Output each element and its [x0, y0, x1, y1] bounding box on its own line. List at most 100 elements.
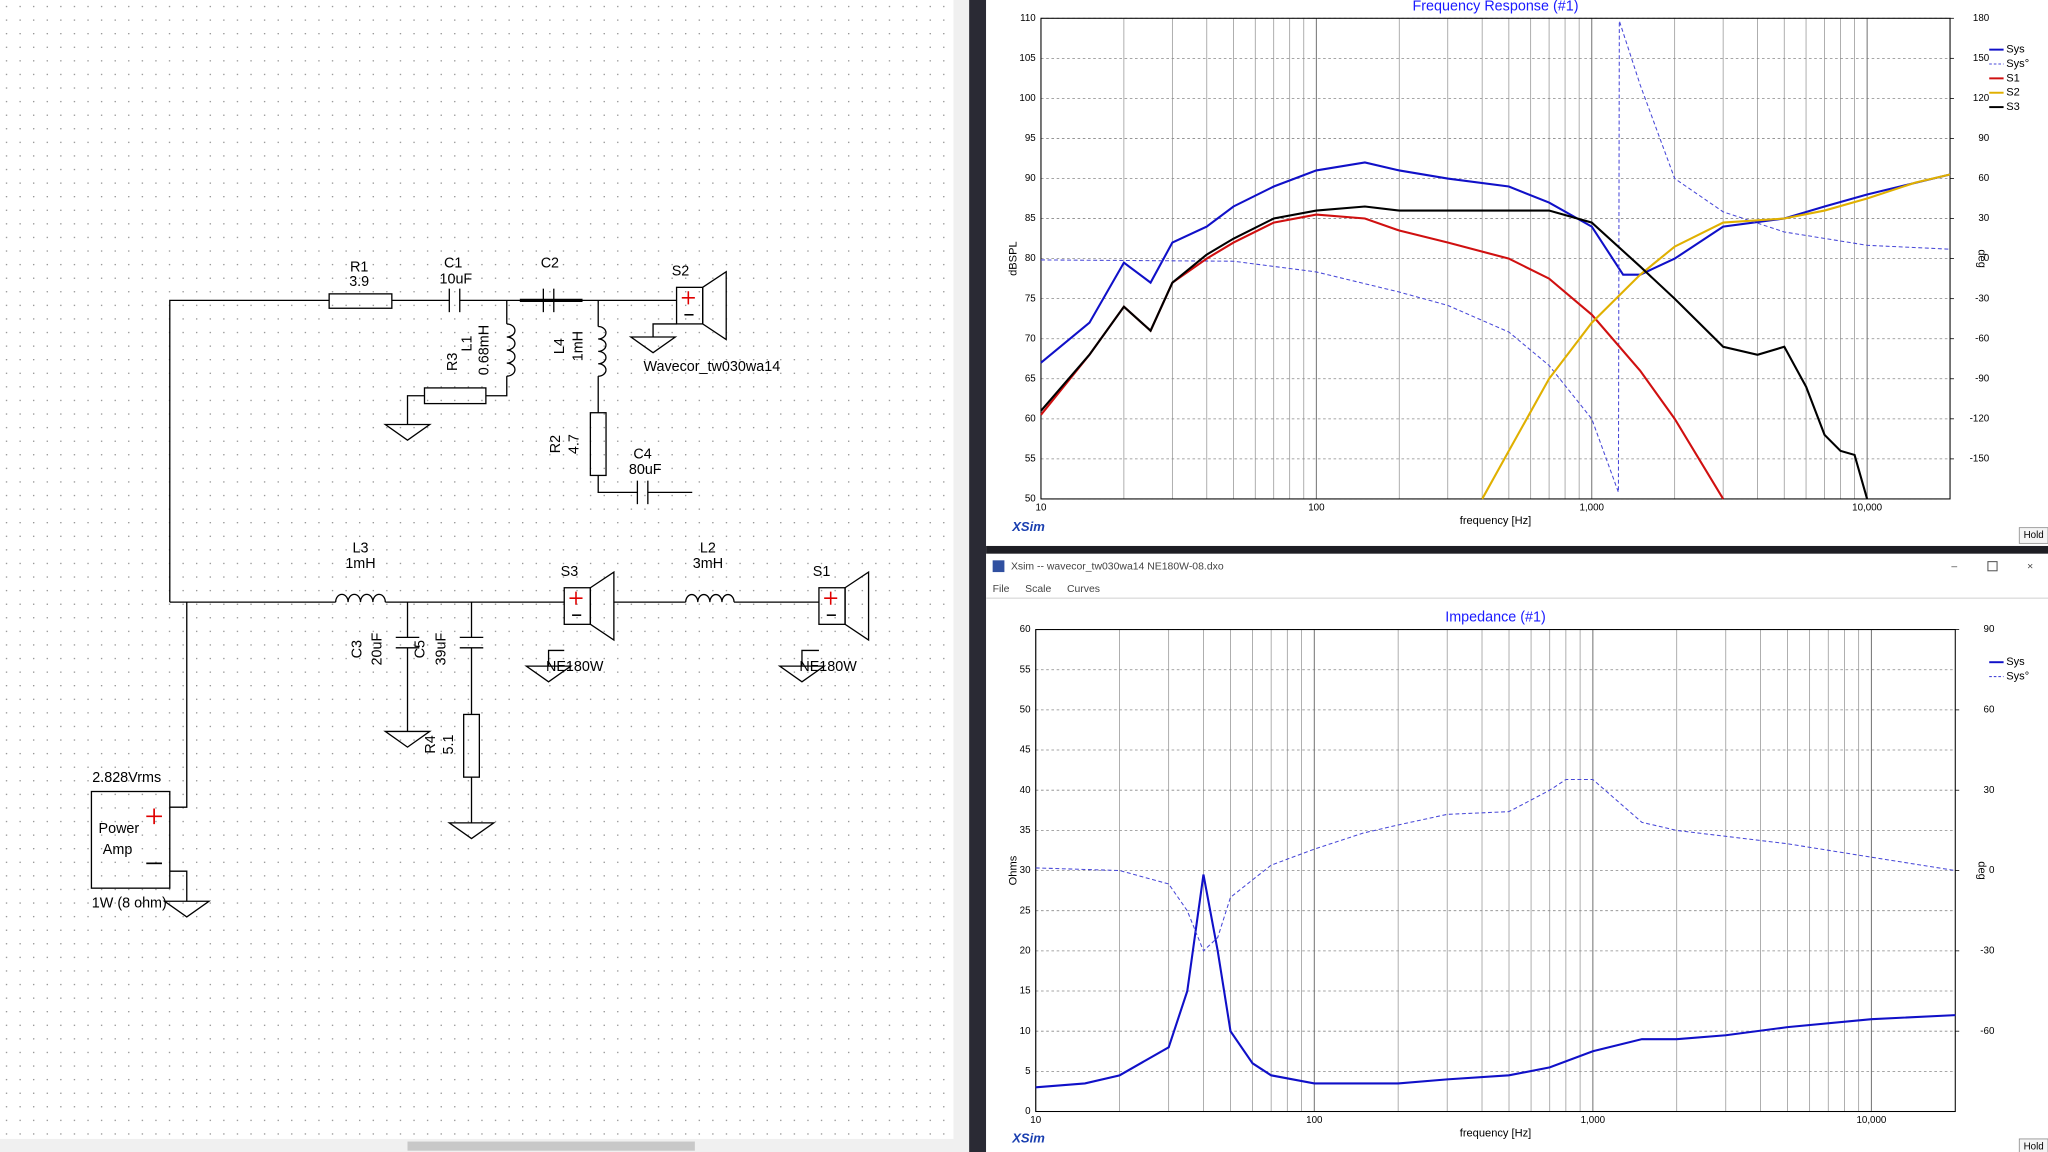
hold-label[interactable]: Hold: [2024, 530, 2044, 541]
inductor: [335, 593, 386, 603]
component-ref: L1: [459, 336, 475, 352]
y2-axis-label: deg: [1975, 861, 1987, 880]
legend-label: Sys°: [2006, 671, 2029, 683]
y2-tick-label: -30: [1975, 293, 1990, 304]
y2-tick-label: 120: [1973, 93, 1990, 104]
plus-sign: [681, 291, 695, 305]
x-tick-label: 100: [1308, 503, 1325, 514]
series-line: [1035, 778, 1956, 952]
logo: XSim: [1011, 519, 1045, 534]
component-ref: L3: [352, 540, 368, 556]
y-tick-label: 30: [1020, 865, 1031, 876]
response-window: [986, 0, 2048, 546]
amp-voltage: 2.828Vrms: [92, 770, 161, 786]
component-value: NE180W: [799, 659, 857, 675]
amp-name: Amp: [103, 842, 133, 858]
component-ref: R4: [423, 735, 439, 753]
x-tick-label: 10: [1030, 1115, 1041, 1126]
x-tick-label: 10,000: [1856, 1115, 1886, 1126]
y-tick-label: 90: [1025, 173, 1036, 184]
inductor: [506, 323, 516, 377]
component-ref: C4: [633, 446, 651, 462]
y-tick-label: 35: [1020, 825, 1031, 836]
ground: [383, 423, 432, 441]
y-tick-label: 5: [1025, 1066, 1031, 1077]
y-tick-label: 75: [1025, 293, 1036, 304]
y2-tick-label: 60: [1984, 704, 1995, 715]
ground: [628, 336, 678, 354]
y-tick-label: 45: [1020, 745, 1031, 756]
plot-frame: [1040, 17, 1951, 500]
component-value: 39uF: [433, 633, 449, 666]
app-icon: [992, 560, 1005, 573]
y2-tick-label: 90: [1978, 133, 1989, 144]
wire: [801, 649, 819, 667]
component-ref: C2: [541, 256, 559, 272]
plus-sign: [569, 591, 583, 605]
schematic-grid: [0, 0, 960, 1139]
component-value: Wavecor_tw030wa14: [643, 359, 780, 375]
legend-label: S1: [2006, 72, 2020, 84]
y2-tick-label: -90: [1975, 373, 1990, 384]
menu-bar: File Scale Curves: [993, 584, 1100, 595]
minimize-button[interactable]: –: [1951, 562, 1957, 573]
y-tick-label: 100: [1019, 93, 1036, 104]
scrollbar-vertical[interactable]: [953, 0, 970, 1139]
y-tick-label: 70: [1025, 333, 1036, 344]
amp-box: [90, 790, 171, 889]
legend-label: Sys°: [2006, 58, 2029, 70]
speaker-cone: [589, 570, 615, 642]
y-tick-label: 15: [1020, 986, 1031, 997]
plot-frame: [1035, 629, 1956, 1113]
y-tick-label: 80: [1025, 253, 1036, 264]
wire: [597, 475, 638, 494]
component-ref: S3: [561, 564, 579, 580]
y-tick-label: 25: [1020, 905, 1031, 916]
y2-tick-label: 60: [1978, 173, 1989, 184]
y2-tick-label: 0: [1989, 865, 1995, 876]
wire: [485, 376, 508, 397]
charts: 50556065707580859095100105110-150-120-90…: [1007, 0, 2048, 1152]
component-value: 10uF: [439, 271, 472, 287]
y2-tick-label: 150: [1973, 53, 1990, 64]
impedance-window: [986, 553, 2048, 1152]
amp-name: Power: [99, 821, 140, 837]
plus-sign: [146, 808, 162, 825]
y-axis-label: Ohms: [1007, 855, 1019, 885]
scroll-thumb[interactable]: [407, 1141, 695, 1151]
x-tick-label: 1,000: [1580, 503, 1605, 514]
legend-label: S2: [2006, 87, 2020, 99]
ground: [162, 900, 212, 918]
chart-title: Frequency Response (#1): [1412, 0, 1578, 14]
y2-tick-label: -150: [1970, 453, 1990, 464]
component-value: 4.7: [566, 434, 582, 454]
maximize-button[interactable]: [1987, 561, 1998, 572]
component-ref: S1: [813, 564, 831, 580]
component-ref: L2: [700, 540, 716, 556]
y-axis-label: dBSPL: [1007, 241, 1019, 276]
y-tick-label: 55: [1020, 664, 1031, 675]
ground: [524, 665, 573, 683]
x-axis-label: frequency [Hz]: [1460, 515, 1532, 527]
y-tick-label: 60: [1025, 413, 1036, 424]
x-tick-label: 100: [1306, 1115, 1323, 1126]
x-tick-label: 10: [1036, 503, 1047, 514]
component-ref: R3: [445, 353, 461, 371]
component-ref: C1: [444, 256, 462, 272]
y-tick-label: 0: [1025, 1106, 1031, 1117]
legend-label: Sys: [2006, 656, 2025, 668]
component-value: 3mH: [693, 556, 723, 572]
x-axis-label: frequency [Hz]: [1460, 1128, 1532, 1140]
close-button[interactable]: ×: [2027, 562, 2033, 573]
menu-item[interactable]: Curves: [1067, 584, 1100, 595]
y2-tick-label: -120: [1970, 413, 1990, 424]
menu-item[interactable]: File: [993, 584, 1010, 595]
ground: [383, 730, 432, 748]
speaker-cone: [702, 270, 727, 341]
hold-label[interactable]: Hold: [2024, 1141, 2044, 1152]
menu-item[interactable]: Scale: [1025, 584, 1051, 595]
component-ref: S2: [672, 263, 690, 279]
logo: XSim: [1011, 1130, 1045, 1145]
